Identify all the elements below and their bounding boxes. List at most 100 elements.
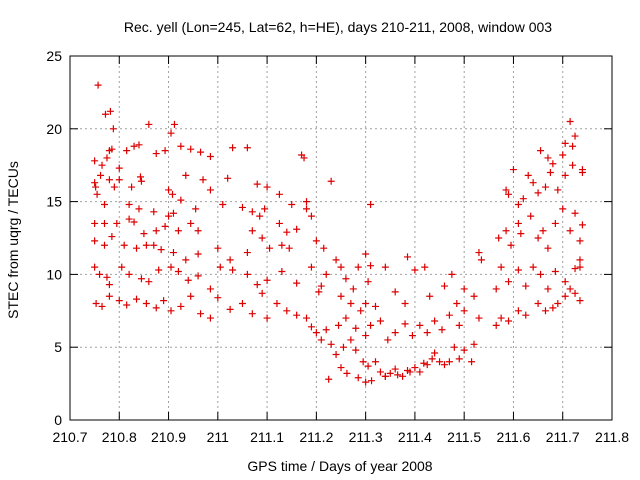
data-point [470, 292, 478, 300]
data-point [546, 168, 554, 176]
data-point [226, 305, 234, 313]
data-point [475, 249, 483, 257]
data-point [229, 144, 237, 152]
data-point [571, 289, 579, 297]
data-point [100, 201, 108, 209]
data-point [362, 378, 370, 386]
data-point [197, 310, 205, 318]
data-point [115, 164, 123, 172]
data-point [118, 263, 126, 271]
data-point [544, 244, 552, 252]
data-point [100, 241, 108, 249]
data-point [322, 326, 330, 334]
data-point [174, 267, 182, 275]
data-point [541, 183, 549, 191]
data-point [192, 205, 200, 213]
data-point [303, 205, 311, 213]
data-point [145, 120, 153, 128]
data-point [273, 300, 281, 308]
data-point [537, 270, 545, 278]
data-point [278, 267, 286, 275]
data-point [293, 279, 301, 287]
data-point [278, 241, 286, 249]
data-point [123, 147, 131, 155]
data-point [492, 285, 500, 293]
data-point [194, 250, 202, 258]
data-point [108, 233, 116, 241]
data-point [450, 343, 458, 351]
data-point [460, 346, 468, 354]
data-point [197, 148, 205, 156]
data-point [367, 262, 375, 270]
data-point [470, 340, 478, 348]
data-point [576, 263, 584, 271]
data-point [376, 317, 384, 325]
y-tick-labels: 0 5 10 15 20 25 [46, 48, 62, 428]
data-point [509, 166, 517, 174]
data-point [492, 321, 500, 329]
data-point [475, 314, 483, 322]
data-point [105, 176, 113, 184]
data-point [123, 301, 131, 309]
data-point [440, 282, 448, 290]
plot-frame [69, 55, 613, 421]
data-point [307, 263, 315, 271]
data-point [150, 241, 158, 249]
data-point [288, 201, 296, 209]
data-point [416, 321, 424, 329]
data-point [167, 263, 175, 271]
data-point [115, 297, 123, 305]
grid-lines [70, 56, 612, 420]
data-point [177, 142, 185, 150]
data-point [438, 326, 446, 334]
data-point [381, 263, 389, 271]
data-point [514, 266, 522, 274]
data-point [349, 285, 357, 293]
data-point [342, 275, 350, 283]
data-point [368, 377, 376, 385]
data-point [566, 285, 574, 293]
data-point [226, 256, 234, 264]
data-point [312, 329, 320, 337]
data-point [275, 190, 283, 198]
data-point [384, 336, 392, 344]
data-point [534, 234, 542, 242]
data-points [91, 81, 586, 386]
data-point [187, 292, 195, 300]
data-point [91, 237, 99, 245]
data-point [152, 227, 160, 235]
data-point [505, 278, 513, 286]
data-point [283, 228, 291, 236]
data-point [362, 300, 370, 308]
data-point [145, 278, 153, 286]
data-point [554, 300, 562, 308]
data-point [120, 241, 128, 249]
data-point [174, 227, 182, 235]
data-point [339, 343, 347, 351]
data-point [394, 371, 402, 379]
data-point [125, 270, 133, 278]
data-point [549, 304, 557, 312]
data-point [544, 154, 552, 162]
data-point [115, 176, 123, 184]
data-point [416, 368, 424, 376]
data-point [554, 186, 562, 194]
data-point [367, 321, 375, 329]
data-point [303, 314, 311, 322]
data-point [300, 154, 308, 162]
data-point [125, 201, 133, 209]
x-tick-label: 211 [207, 429, 230, 445]
data-point [110, 183, 118, 191]
data-point [505, 190, 513, 198]
data-point [140, 230, 148, 238]
data-point [105, 281, 113, 289]
data-point [91, 157, 99, 165]
data-point [371, 302, 379, 310]
data-point [426, 292, 434, 300]
data-point [283, 307, 291, 315]
data-point [161, 222, 169, 230]
data-point [431, 317, 439, 325]
data-point [98, 161, 106, 169]
data-point [578, 221, 586, 229]
